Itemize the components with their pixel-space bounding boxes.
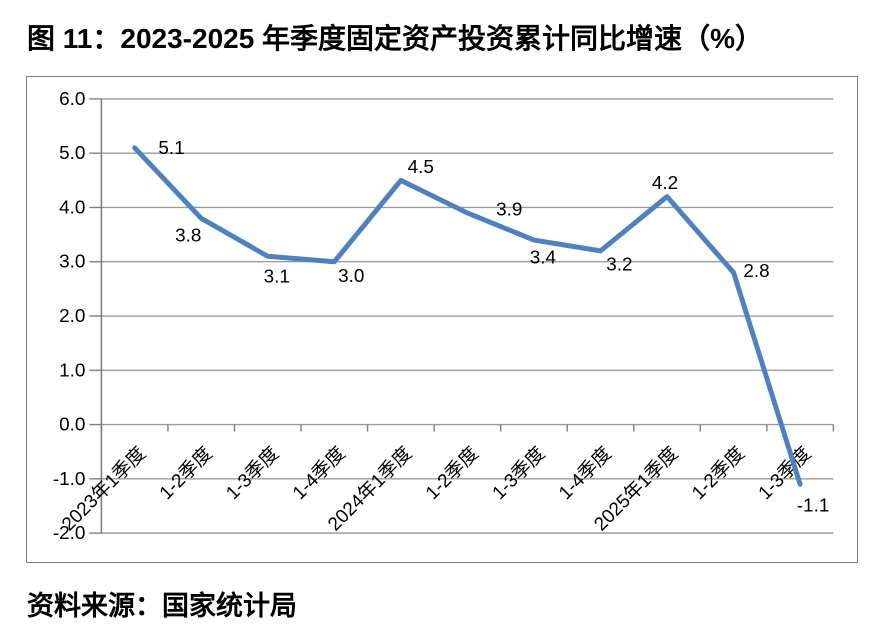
y-tick-label: -1.0: [53, 469, 86, 490]
data-label: 3.4: [530, 247, 556, 268]
x-tick-label: 1-2季度: [155, 442, 217, 504]
data-label: 3.8: [175, 226, 201, 247]
data-label: 3.0: [338, 266, 364, 287]
y-tick-label: 1.0: [59, 360, 85, 381]
y-tick-label: 6.0: [59, 89, 85, 110]
y-tick-label: 5.0: [59, 143, 85, 164]
data-label: 3.9: [496, 199, 522, 220]
x-tick-label: 1-2季度: [687, 442, 749, 504]
data-label: 3.2: [606, 254, 632, 275]
x-tick-label: 1-3季度: [222, 442, 284, 504]
x-tick-label: 1-4季度: [554, 442, 616, 504]
data-label: -1.1: [797, 496, 830, 517]
x-tick-label: 1-2季度: [421, 442, 483, 504]
y-tick-label: 2.0: [59, 306, 85, 327]
y-tick-label: 3.0: [59, 252, 85, 273]
source-note: 资料来源：国家统计局: [27, 591, 297, 621]
y-tick-label: -2.0: [53, 523, 86, 544]
data-label: 5.1: [158, 138, 184, 159]
y-tick-label: 4.0: [59, 197, 85, 218]
y-tick-label: 0.0: [59, 415, 85, 436]
data-label: 3.1: [264, 267, 290, 288]
x-tick-label: 1-4季度: [288, 442, 350, 504]
data-label: 4.2: [652, 173, 678, 194]
x-tick-label: 1-3季度: [488, 442, 550, 504]
series-line: [132, 145, 803, 487]
data-label: 2.8: [743, 261, 769, 282]
chart-frame: 6.0 5.0 4.0 3.0 2.0 1.0 0.0 -1.0 -2.0 2023年1季度 1-2…: [26, 76, 858, 563]
figure-title: 图 11：2023-2025 年季度固定资产投资累计同比增速（%）: [27, 23, 763, 54]
data-label: 4.5: [408, 157, 434, 178]
